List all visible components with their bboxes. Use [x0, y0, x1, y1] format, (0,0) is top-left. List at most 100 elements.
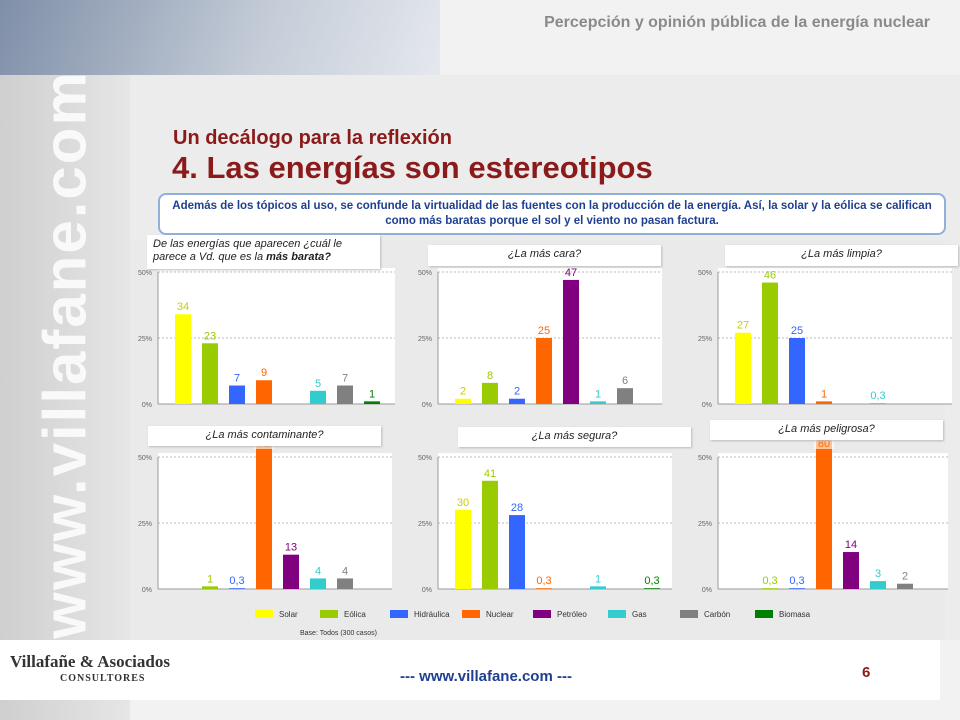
- y-tick-label: 0%: [142, 402, 152, 409]
- y-tick-label: 50%: [138, 455, 152, 462]
- bar: [617, 388, 633, 404]
- legend-label: Gas: [632, 610, 647, 619]
- y-tick-label: 25%: [698, 336, 712, 343]
- legend-swatch: [462, 610, 480, 618]
- value-label: 14: [845, 539, 857, 551]
- break-mark: [814, 438, 834, 449]
- bar: [455, 509, 471, 589]
- value-label: 1: [207, 573, 213, 585]
- value-label: 34: [177, 301, 189, 313]
- legend-label: Biomasa: [779, 610, 811, 619]
- bar: [536, 588, 552, 589]
- value-label: 13: [285, 542, 297, 554]
- bar: [310, 390, 326, 404]
- legend-label: Solar: [279, 610, 298, 619]
- bars: [455, 279, 633, 404]
- bar: [310, 578, 326, 589]
- legend-label: Hidráulica: [414, 610, 450, 619]
- legend-label: Carbón: [704, 610, 730, 619]
- value-label: 5: [315, 378, 321, 390]
- y-tick-label: 25%: [138, 336, 152, 343]
- value-label: 47: [565, 267, 577, 279]
- value-label: 41: [484, 468, 496, 480]
- value-label: 1: [369, 388, 375, 400]
- value-label: 28: [511, 502, 523, 514]
- value-label: 9: [261, 367, 267, 379]
- header-image: [0, 0, 440, 75]
- value-label: 2: [460, 386, 466, 398]
- bar: [563, 279, 579, 404]
- bar: [590, 401, 606, 404]
- y-tick-label: 0%: [142, 587, 152, 594]
- bar: [789, 338, 805, 404]
- title: 4. Las energías son estereotipos: [172, 150, 653, 185]
- bar: [229, 385, 245, 404]
- base-note: Base: Todos (300 casos): [300, 630, 377, 637]
- y-tick-label: 25%: [418, 336, 432, 343]
- bar: [509, 398, 525, 404]
- bar: [509, 515, 525, 589]
- bars: [175, 314, 380, 404]
- bar: [644, 588, 660, 589]
- value-label: 7: [234, 373, 240, 385]
- value-label: 1: [595, 388, 601, 400]
- bars: [455, 480, 660, 589]
- chart-title: ¿La más peligrosa?: [710, 420, 943, 440]
- bar: [337, 385, 353, 404]
- legend-swatch: [320, 610, 338, 618]
- bar: [843, 552, 859, 589]
- y-tick-label: 0%: [422, 587, 432, 594]
- value-label: 0,3: [536, 575, 551, 587]
- bar: [816, 435, 832, 589]
- chart-title: ¿La más limpia?: [725, 245, 958, 266]
- plot-area: [158, 453, 392, 589]
- bar: [762, 588, 778, 589]
- legend-swatch: [608, 610, 626, 618]
- legend-swatch: [255, 610, 273, 618]
- value-label: 0,3: [762, 575, 777, 587]
- footer-text: --- www.villafane.com ---: [400, 668, 572, 685]
- footer: [0, 640, 940, 700]
- bar: [870, 581, 886, 589]
- logo-sub: CONSULTORES: [60, 673, 146, 684]
- bar: [590, 586, 606, 589]
- y-tick-label: 0%: [702, 402, 712, 409]
- y-tick-label: 50%: [698, 270, 712, 277]
- value-label: 4: [315, 565, 321, 577]
- bars: [735, 282, 886, 404]
- bar: [256, 435, 272, 589]
- chart-title: ¿La más segura?: [458, 427, 691, 447]
- y-tick-label: 25%: [418, 521, 432, 528]
- value-label: 0,3: [870, 390, 885, 402]
- y-tick-label: 50%: [698, 455, 712, 462]
- bar: [256, 380, 272, 404]
- chart-title: ¿La más contaminante?: [148, 426, 381, 446]
- value-label: 30: [457, 497, 469, 509]
- summary: Además de los tópicos al uso, se confund…: [158, 193, 946, 235]
- value-label: 80: [818, 438, 830, 450]
- value-label: 1: [595, 573, 601, 585]
- value-label: 6: [622, 375, 628, 387]
- value-label: 1: [821, 388, 827, 400]
- bar: [202, 343, 218, 404]
- value-label: 2: [902, 571, 908, 583]
- value-label: 4: [342, 565, 348, 577]
- bar: [175, 314, 191, 404]
- plot-area: [718, 268, 952, 404]
- chart-title-bold: más barata?: [266, 251, 331, 263]
- bar: [762, 282, 778, 404]
- chart-title: De las energías que aparecen ¿cuál le pa…: [147, 235, 380, 269]
- plot-area: [438, 453, 672, 589]
- bar: [482, 480, 498, 589]
- y-tick-label: 50%: [418, 270, 432, 277]
- chart-title: ¿La más cara?: [428, 245, 661, 266]
- bars: [762, 435, 913, 589]
- value-label: 27: [737, 320, 749, 332]
- bar: [536, 338, 552, 404]
- legend-swatch: [533, 610, 551, 618]
- value-label: 25: [791, 325, 803, 337]
- legend-swatch: [390, 610, 408, 618]
- value-label: 7: [342, 373, 348, 385]
